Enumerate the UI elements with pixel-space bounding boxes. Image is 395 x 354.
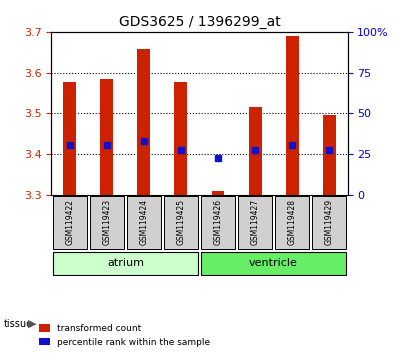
Text: GSM119423: GSM119423 [102,199,111,245]
Bar [248,107,261,195]
FancyBboxPatch shape [53,252,198,275]
FancyBboxPatch shape [201,252,346,275]
FancyBboxPatch shape [275,196,309,250]
Bar [137,49,150,195]
FancyBboxPatch shape [164,196,198,250]
Title: GDS3625 / 1396299_at: GDS3625 / 1396299_at [118,16,280,29]
FancyBboxPatch shape [238,196,272,250]
FancyBboxPatch shape [312,196,346,250]
Text: GSM119426: GSM119426 [213,199,222,245]
Text: ▶: ▶ [28,319,37,329]
Text: GSM119427: GSM119427 [250,199,260,245]
Text: GSM119429: GSM119429 [325,199,334,245]
FancyBboxPatch shape [127,196,161,250]
Text: ventricle: ventricle [249,258,298,268]
Text: atrium: atrium [107,258,144,268]
Legend: transformed count, percentile rank within the sample: transformed count, percentile rank withi… [36,321,213,349]
Text: tissue: tissue [4,319,33,329]
FancyBboxPatch shape [90,196,124,250]
FancyBboxPatch shape [53,196,87,250]
Text: GSM119428: GSM119428 [288,199,297,245]
Bar [175,81,188,195]
Bar [286,36,299,195]
Text: GSM119422: GSM119422 [65,199,74,245]
Text: GSM119424: GSM119424 [139,199,149,245]
Bar [323,114,336,195]
Bar [100,79,113,195]
Bar [63,81,76,195]
Text: GSM119425: GSM119425 [177,199,186,245]
Bar [211,191,224,195]
FancyBboxPatch shape [201,196,235,250]
